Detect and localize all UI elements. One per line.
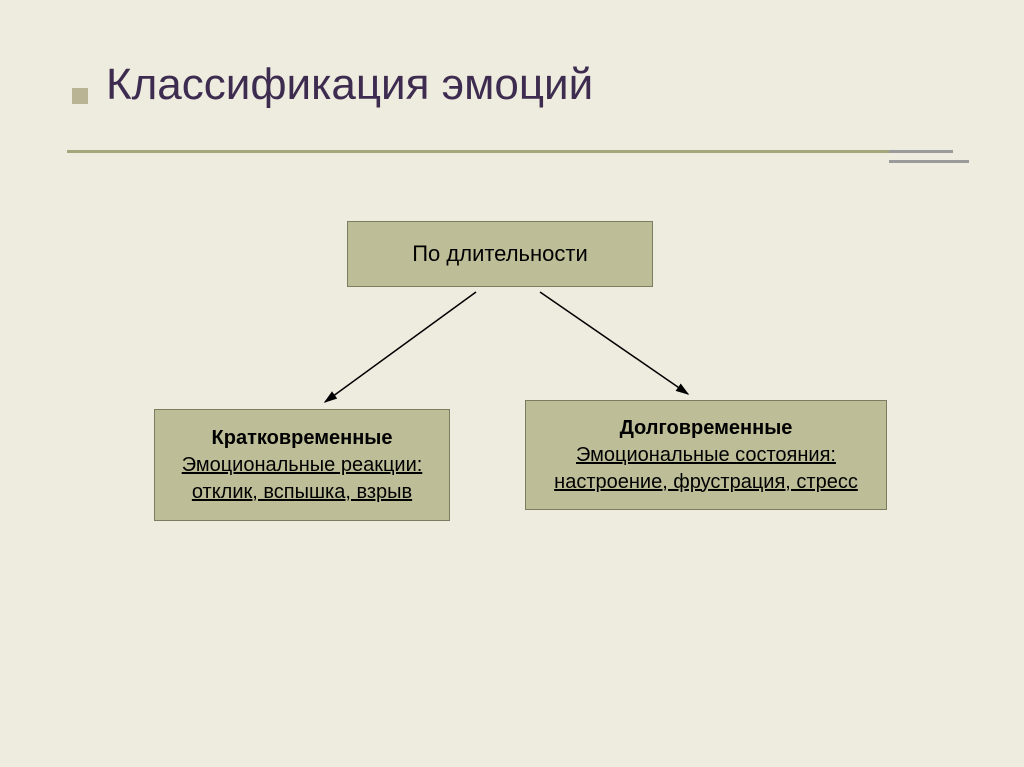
accent-line-olive — [67, 150, 889, 153]
node-left-line3: отклик, вспышка, взрыв — [192, 479, 412, 506]
node-left-line2: Эмоциональные реакции: — [182, 452, 423, 479]
arrow-right — [540, 292, 688, 394]
node-right-line3: настроение, фрустрация, стресс — [554, 469, 858, 496]
arrow-left — [325, 292, 476, 402]
node-left: Кратковременные Эмоциональные реакции: о… — [154, 409, 450, 521]
accent-line-gray-1 — [889, 150, 953, 153]
slide: Классификация эмоций По длительности Кра… — [0, 0, 1024, 767]
node-top: По длительности — [347, 221, 653, 287]
node-right-title: Долговременные — [620, 415, 793, 442]
node-left-title: Кратковременные — [212, 425, 393, 452]
title-bullet — [72, 88, 88, 104]
arrows-layer — [0, 0, 1024, 767]
node-right-line2: Эмоциональные состояния: — [576, 442, 836, 469]
node-right: Долговременные Эмоциональные состояния: … — [525, 400, 887, 510]
slide-title: Классификация эмоций — [106, 60, 593, 110]
node-top-label: По длительности — [412, 239, 588, 269]
accent-line-gray-2 — [889, 160, 969, 163]
